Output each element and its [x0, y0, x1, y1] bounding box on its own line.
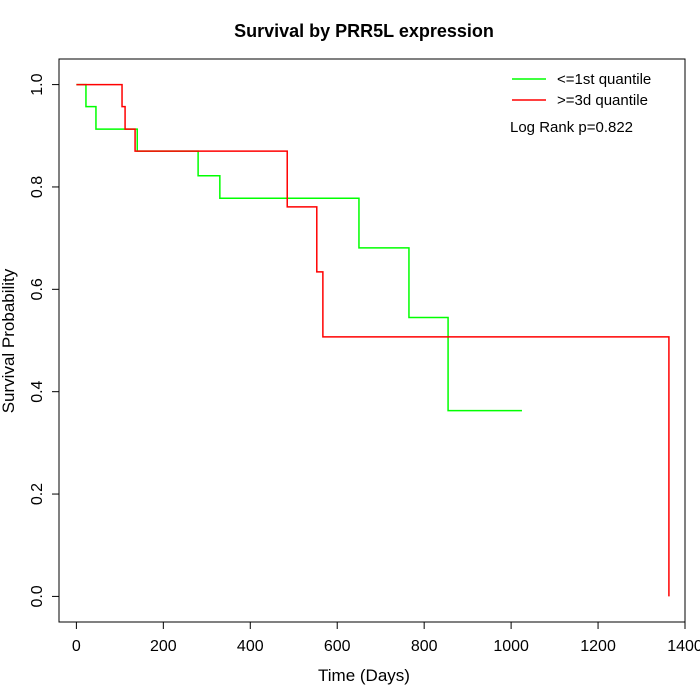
y-tick-label: 0.2: [29, 483, 46, 505]
y-tick-label: 0.0: [29, 585, 46, 607]
log-rank-annotation: Log Rank p=0.822: [510, 119, 633, 136]
y-tick-label: 0.4: [29, 380, 46, 402]
x-tick-label: 600: [324, 638, 351, 655]
x-tick-label: 0: [72, 638, 81, 655]
y-axis-label: Survival Probability: [0, 268, 18, 413]
legend: <=1st quantile >=3d quantile: [512, 71, 651, 109]
x-tick-label: 800: [411, 638, 438, 655]
y-tick-label: 0.8: [29, 176, 46, 198]
series-line-2: [76, 83, 670, 597]
x-tick-label: 200: [150, 638, 177, 655]
y-axis: 0.0 0.2 0.4 0.6 0.8 1.0: [29, 73, 60, 608]
series-layer: [76, 83, 670, 597]
chart-title: Survival by PRR5L expression: [234, 21, 494, 41]
x-tick-label: 1000: [493, 638, 529, 655]
legend-label-1: <=1st quantile: [557, 71, 651, 88]
x-axis: 0 200 400 600 800 1000 1200 1400: [72, 621, 700, 655]
x-tick-label: 1400: [667, 638, 700, 655]
x-tick-label: 1200: [580, 638, 616, 655]
x-axis-label: Time (Days): [318, 666, 410, 685]
y-tick-label: 0.6: [29, 278, 46, 300]
plot-frame: [58, 58, 686, 623]
x-tick-label: 400: [237, 638, 264, 655]
legend-label-2: >=3d quantile: [557, 92, 648, 109]
y-tick-label: 1.0: [29, 73, 46, 95]
series-line-1: [76, 83, 522, 412]
